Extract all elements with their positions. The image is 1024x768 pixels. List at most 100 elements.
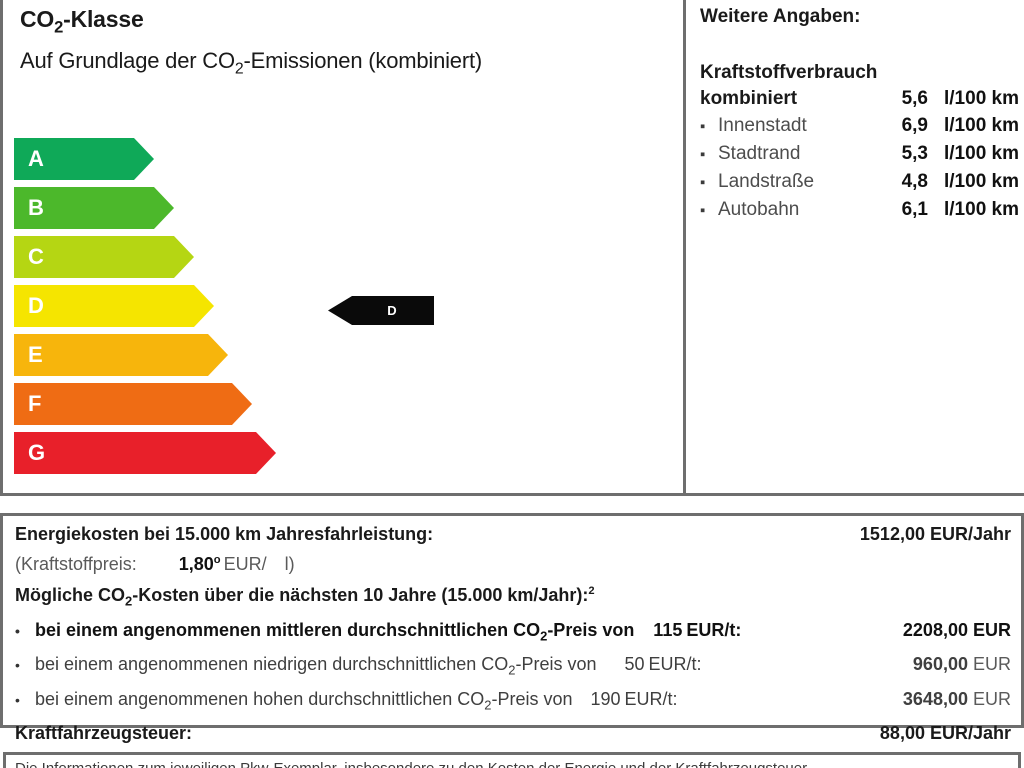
co2-cost-bullet-text: bei einem angenommenen mittleren durchsc… bbox=[35, 619, 635, 644]
fuel-consumption-value: 6,1 bbox=[901, 199, 928, 220]
bullet-icon: ▪ bbox=[700, 146, 706, 163]
fuel-consumption-cycle-name: kombiniert bbox=[700, 88, 798, 109]
footnote-box: Die Informationen zum jeweiligen Pkw-Exe… bbox=[3, 752, 1021, 768]
costs-section: Energiekosten bei 15.000 km Jahresfahrle… bbox=[0, 513, 1024, 743]
co2-cost-amount: 960,00 bbox=[912, 654, 968, 675]
page-title-suffix: -Klasse bbox=[63, 6, 144, 32]
co2-price-assumption: 115 bbox=[653, 619, 683, 640]
footnote-text: Die Informationen zum jeweiligen Pkw-Exe… bbox=[15, 760, 1010, 768]
efficiency-class-bar-E: E bbox=[14, 334, 228, 376]
efficiency-class-letter: E bbox=[28, 342, 43, 367]
fuel-consumption-cycle-name: Innenstadt bbox=[718, 115, 807, 136]
co2-cost-bullet-row: • bei einem angenommenen hohen durchschni… bbox=[15, 685, 1011, 720]
co2-cost-currency: EUR bbox=[972, 654, 1011, 675]
efficiency-class-row: B bbox=[14, 187, 276, 229]
efficiency-class-row: E bbox=[14, 334, 276, 376]
efficiency-class-bar-C: C bbox=[14, 236, 194, 278]
fuel-consumption-row: ▪ Innenstadt 6,9 l/100 km bbox=[700, 112, 1024, 140]
co2-cost-bullet-row: • bei einem angenommenen niedrigen durchs… bbox=[15, 650, 1011, 685]
fuel-consumption-unit: l/100 km bbox=[944, 115, 1019, 136]
co2-cost-amount: 3648,00 bbox=[902, 688, 968, 709]
efficiency-class-bar-D: D bbox=[14, 285, 214, 327]
efficiency-class-bar-A: A bbox=[14, 138, 154, 180]
current-class-pointer: D bbox=[328, 296, 434, 325]
energy-cost-label: Energiekosten bei 15.000 km Jahresfahrle… bbox=[15, 524, 434, 544]
co2-cost-bullet-text: bei einem angenommenen niedrigen durchsc… bbox=[35, 654, 597, 678]
co2-price-assumption: 190 bbox=[590, 688, 621, 709]
fuel-price-tail: l) bbox=[284, 554, 295, 574]
efficiency-class-row: C bbox=[14, 236, 276, 278]
co2-cost-heading: Mögliche CO2-Kosten über die nächsten 10… bbox=[15, 577, 1011, 616]
fuel-consumption-value: 4,8 bbox=[901, 171, 928, 192]
fuel-consumption-cycle-name: Landstraße bbox=[718, 171, 815, 192]
co2-price-unit: EUR/t: bbox=[624, 688, 678, 709]
efficiency-class-letter: D bbox=[28, 293, 44, 318]
co2-price-unit: EUR/t: bbox=[686, 619, 742, 640]
top-section: CO2-Klasse Auf Grundlage der CO2-Emissio… bbox=[0, 0, 1024, 496]
fuel-consumption-row: kombiniert 5,6 l/100 km bbox=[700, 85, 1024, 112]
co2-cost-heading-post: -Kosten über die nächsten 10 Jahre (15.0… bbox=[132, 585, 589, 605]
current-class-pointer-label: D bbox=[387, 303, 397, 318]
co2-price-unit: EUR/t: bbox=[648, 654, 702, 675]
energy-cost-row: Energiekosten bei 15.000 km Jahresfahrle… bbox=[15, 522, 1011, 547]
vehicle-tax-row: Kraftfahrzeugsteuer: 88,00 EUR/Jahr bbox=[15, 719, 1011, 747]
page-subtitle-post: -Emissionen (kombiniert) bbox=[243, 48, 483, 73]
page-title-subscript: 2 bbox=[54, 17, 64, 37]
co2-cost-amount: 2208,00 bbox=[902, 619, 968, 640]
bullet-icon: • bbox=[15, 691, 20, 708]
co2-cost-bullet-text: bei einem angenommenen hohen durchschnit… bbox=[35, 688, 573, 713]
co2-cost-currency: EUR bbox=[972, 619, 1011, 640]
co2-cost-heading-pre: Mögliche CO bbox=[15, 585, 126, 605]
fuel-consumption-unit: l/100 km bbox=[944, 171, 1019, 192]
efficiency-class-letter: F bbox=[28, 391, 42, 416]
bullet-icon: ▪ bbox=[700, 202, 706, 219]
further-info-heading: Weitere Angaben: bbox=[700, 6, 861, 27]
efficiency-class-bar-G: G bbox=[14, 432, 276, 474]
efficiency-class-letter: A bbox=[28, 146, 44, 171]
co2-cost-currency: EUR bbox=[972, 688, 1011, 709]
fuel-consumption-cycle-name: Stadtrand bbox=[718, 143, 801, 164]
fuel-consumption-row: ▪ Autobahn 6,1 l/100 km bbox=[700, 196, 1024, 224]
co2-cost-bullet-list: • bei einem angenommenen mittleren durchs… bbox=[15, 616, 1011, 720]
efficiency-class-bar-B: B bbox=[14, 187, 174, 229]
fuel-consumption-unit: l/100 km bbox=[944, 143, 1019, 164]
fuel-consumption-row: ▪ Landstraße 4,8 l/100 km bbox=[700, 168, 1024, 196]
co2-price-assumption: 50 bbox=[624, 654, 645, 675]
bullet-icon: ▪ bbox=[700, 174, 706, 191]
fuel-price-row: (Kraftstoffpreis: 1,80o EUR/ l) bbox=[15, 547, 1011, 577]
efficiency-class-bar-F: F bbox=[14, 383, 252, 425]
page-title-prefix: CO bbox=[20, 6, 55, 32]
vehicle-tax-value: 88,00 EUR/Jahr bbox=[879, 723, 1011, 744]
fuel-consumption-value: 5,3 bbox=[901, 143, 928, 164]
fuel-consumption-rows: kombiniert 5,6 l/100 km ▪ Innenstadt 6,9 l/100… bbox=[700, 85, 1024, 224]
fuel-consumption-cycle-name: Autobahn bbox=[718, 199, 800, 220]
co2-class-panel: CO2-Klasse Auf Grundlage der CO2-Emissio… bbox=[0, 0, 683, 493]
fuel-consumption-block: Kraftstoffverbrauch kombiniert 5,6 l/100 k… bbox=[700, 60, 1024, 224]
bullet-icon: • bbox=[15, 622, 20, 639]
fuel-consumption-value: 5,6 bbox=[901, 88, 928, 109]
fuel-price-value: 1,80o bbox=[178, 554, 221, 574]
page-title: CO2-Klasse bbox=[20, 6, 144, 38]
fuel-consumption-row: ▪ Stadtrand 5,3 l/100 km bbox=[700, 140, 1024, 168]
efficiency-class-row: D bbox=[14, 285, 276, 327]
page-subtitle-pre: Auf Grundlage der CO bbox=[20, 48, 235, 73]
efficiency-class-row: F bbox=[14, 383, 276, 425]
efficiency-class-letter: B bbox=[28, 195, 44, 220]
fuel-consumption-title: Kraftstoffverbrauch bbox=[700, 62, 878, 83]
efficiency-class-row: G bbox=[14, 432, 276, 474]
fuel-price-footnote-marker: o bbox=[213, 554, 221, 566]
fuel-consumption-value: 6,9 bbox=[901, 115, 928, 136]
page-subtitle-subscript: 2 bbox=[234, 60, 244, 78]
vehicle-tax-label: Kraftfahrzeugsteuer: bbox=[15, 723, 193, 744]
page-subtitle: Auf Grundlage der CO2-Emissionen (kombin… bbox=[20, 48, 482, 78]
efficiency-class-letter: C bbox=[28, 244, 44, 269]
energy-cost-value: 1512,00 EUR/Jahr bbox=[859, 524, 1011, 544]
fuel-consumption-unit: l/100 km bbox=[944, 88, 1019, 109]
fuel-price-unit: EUR/ bbox=[223, 554, 267, 574]
efficiency-class-row: A bbox=[14, 138, 276, 180]
co2-cost-bullet-row: • bei einem angenommenen mittleren durchs… bbox=[15, 616, 1011, 651]
bullet-icon: • bbox=[15, 657, 20, 674]
co2-cost-heading-subscript: 2 bbox=[125, 593, 133, 609]
